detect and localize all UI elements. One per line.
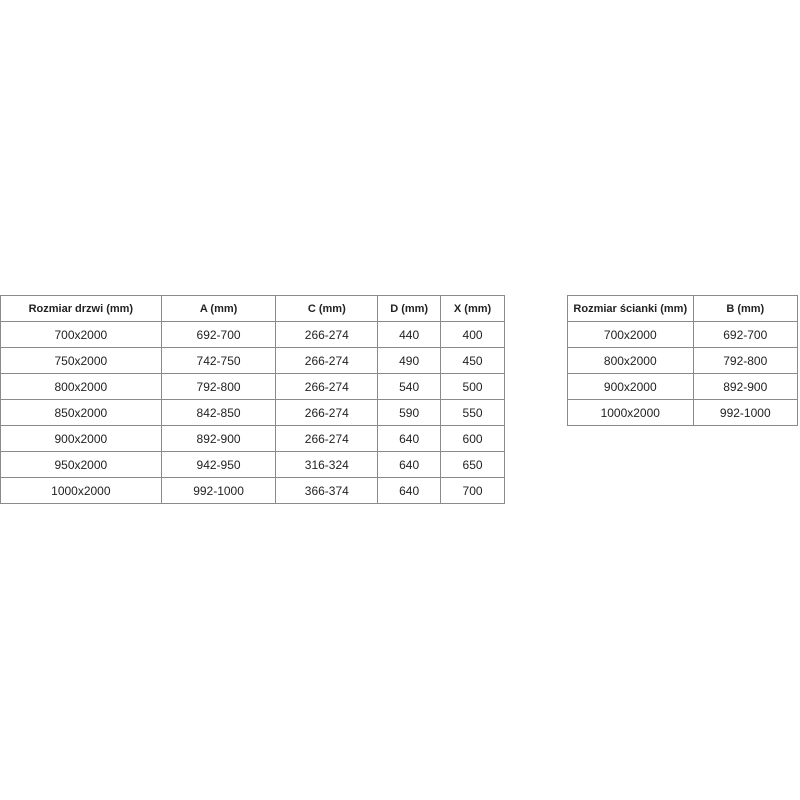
table-header-row: Rozmiar ścianki (mm) B (mm) [567,295,799,322]
table-cell: 792-800 [692,347,799,374]
table-cell: 640 [377,477,442,504]
table-cell: 892-900 [692,373,799,400]
column-header: C (mm) [275,295,379,322]
table-cell: 650 [440,451,505,478]
table-cell: 590 [377,399,442,426]
table-row: 700x2000 692-700 [567,321,799,348]
table-cell: 266-274 [275,347,379,374]
table-cell: 266-274 [275,373,379,400]
table-cell: 1000x2000 [567,399,694,426]
table-cell: 892-900 [160,425,277,452]
column-header: Rozmiar ścianki (mm) [567,295,694,322]
table-cell: 600 [440,425,505,452]
table-cell: 640 [377,425,442,452]
table-row: 900x2000 892-900 266-274 640 600 [0,425,505,452]
table-row: 1000x2000 992-1000 366-374 640 700 [0,477,505,504]
table-cell: 266-274 [275,321,379,348]
table-cell: 992-1000 [160,477,277,504]
table-cell: 850x2000 [0,399,162,426]
column-header: D (mm) [377,295,442,322]
table-cell: 540 [377,373,442,400]
table-cell: 692-700 [692,321,799,348]
table-row: 950x2000 942-950 316-324 640 650 [0,451,505,478]
table-row: 900x2000 892-900 [567,373,799,400]
table-cell: 450 [440,347,505,374]
table-cell: 440 [377,321,442,348]
table-row: 850x2000 842-850 266-274 590 550 [0,399,505,426]
table-cell: 792-800 [160,373,277,400]
table-cell: 266-274 [275,425,379,452]
table-cell: 750x2000 [0,347,162,374]
table-row: 700x2000 692-700 266-274 440 400 [0,321,505,348]
table-cell: 700 [440,477,505,504]
wall-size-table: Rozmiar ścianki (mm) B (mm) 700x2000 692-7… [567,295,799,426]
table-header-row: Rozmiar drzwi (mm) A (mm) C (mm) D (mm) X (m… [0,295,505,322]
column-header: Rozmiar drzwi (mm) [0,295,162,322]
table-cell: 900x2000 [0,425,162,452]
table-row: 800x2000 792-800 [567,347,799,374]
table-cell: 266-274 [275,399,379,426]
table-cell: 842-850 [160,399,277,426]
table-cell: 640 [377,451,442,478]
column-header: X (mm) [440,295,505,322]
table-cell: 800x2000 [567,347,694,374]
table-row: 800x2000 792-800 266-274 540 500 [0,373,505,400]
door-size-table: Rozmiar drzwi (mm) A (mm) C (mm) D (mm) X (m… [0,295,505,504]
table-cell: 692-700 [160,321,277,348]
table-cell: 950x2000 [0,451,162,478]
table-cell: 942-950 [160,451,277,478]
table-cell: 1000x2000 [0,477,162,504]
table-cell: 992-1000 [692,399,799,426]
column-header: B (mm) [692,295,799,322]
table-cell: 900x2000 [567,373,694,400]
table-cell: 366-374 [275,477,379,504]
table-cell: 316-324 [275,451,379,478]
table-row: 1000x2000 992-1000 [567,399,799,426]
table-cell: 800x2000 [0,373,162,400]
table-cell: 700x2000 [0,321,162,348]
table-cell: 400 [440,321,505,348]
table-row: 750x2000 742-750 266-274 490 450 [0,347,505,374]
table-cell: 490 [377,347,442,374]
table-cell: 550 [440,399,505,426]
table-cell: 742-750 [160,347,277,374]
table-cell: 500 [440,373,505,400]
column-header: A (mm) [160,295,277,322]
table-cell: 700x2000 [567,321,694,348]
